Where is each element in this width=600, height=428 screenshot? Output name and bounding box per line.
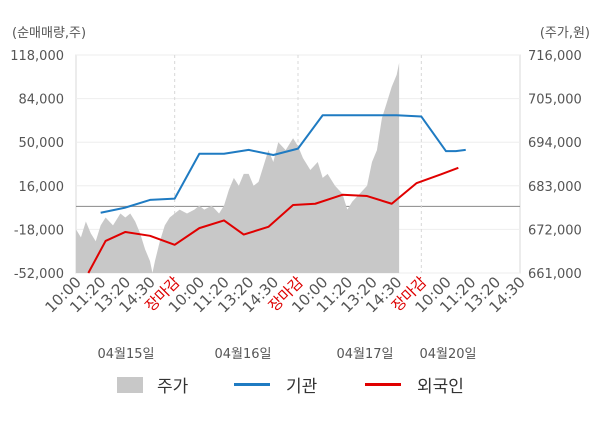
day-label: 04월16일: [214, 347, 271, 362]
legend-item-foreign: 외국인: [365, 372, 464, 397]
day-label: 04월17일: [336, 347, 393, 362]
left-axis-unit: (순매매량,주): [12, 26, 87, 41]
y-left-tick-label: -18,000: [14, 223, 64, 238]
legend-label-price: 주가: [157, 377, 189, 397]
y-right-tick-label: 694,000: [528, 136, 582, 151]
y-left-tick-label: 16,000: [19, 180, 65, 195]
series-lines: [87, 114, 466, 274]
legend-swatch-price: [117, 376, 143, 393]
y-right-tick-label: 672,000: [528, 223, 582, 238]
right-axis-unit: (주가,원): [539, 26, 590, 41]
price-area-path: [76, 62, 400, 273]
legend-swatch-institution: [234, 383, 270, 386]
x-axis: 10:0011:2013:2014:30장마감10:0011:2013:2014…: [42, 273, 529, 316]
day-label: 04월20일: [419, 347, 476, 362]
y-right-tick-label: 716,000: [528, 49, 582, 64]
institution-line: [100, 114, 466, 214]
legend: 주가 기관 외국인: [0, 372, 600, 402]
y-left-tick-label: 84,000: [19, 93, 65, 108]
foreign-line: [87, 166, 459, 274]
legend-item-institution: 기관: [234, 372, 317, 397]
y-left-tick-label: -52,000: [14, 267, 64, 282]
y-left-tick-label: 50,000: [19, 136, 65, 151]
day-label: 04월15일: [97, 347, 154, 362]
y-axis-left: 118,000 84,000 50,000 16,000 -18,000 -52,000: [10, 49, 64, 282]
y-axis-right: 716,000 705,000 694,000 683,000 672,000 661,0…: [528, 49, 582, 282]
legend-label-foreign: 외국인: [417, 377, 464, 397]
legend-swatch-foreign: [365, 383, 401, 386]
day-labels: 04월15일 04월16일 04월17일 04월20일: [97, 347, 476, 362]
y-right-tick-label: 683,000: [528, 180, 582, 195]
y-right-tick-label: 705,000: [528, 93, 582, 108]
price-area: [76, 62, 400, 273]
legend-label-institution: 기관: [286, 377, 318, 397]
y-left-tick-label: 118,000: [10, 49, 64, 64]
legend-item-price: 주가: [117, 372, 188, 397]
y-right-tick-label: 661,000: [528, 267, 582, 282]
